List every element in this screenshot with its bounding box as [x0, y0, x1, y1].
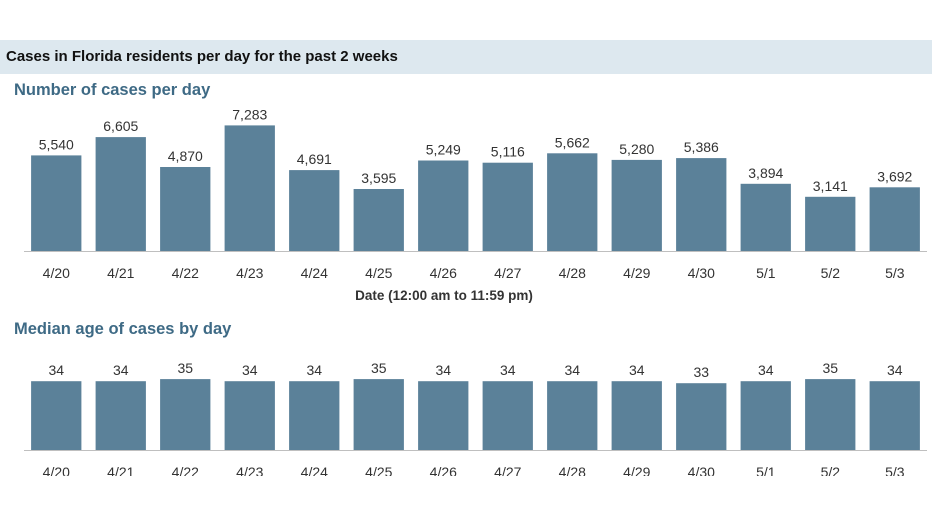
cases-tick-label: 4/30 [688, 265, 715, 281]
cases-value-label: 4,870 [168, 148, 203, 164]
median-age-bar [482, 381, 533, 450]
cases-bar [160, 167, 211, 251]
cases-value-label: 5,116 [491, 144, 525, 160]
cases-value-label: 5,280 [619, 141, 654, 157]
cases-value-label: 4,691 [297, 151, 332, 167]
median-age-value-label: 34 [887, 362, 903, 378]
cases-value-label: 7,283 [232, 110, 267, 122]
cases-value-label: 3,692 [877, 168, 912, 184]
cases-value-label: 6,605 [103, 118, 138, 134]
median-age-value-label: 34 [565, 362, 581, 378]
median-age-tick-label: 4/25 [365, 464, 392, 476]
cases-value-label: 5,386 [684, 139, 719, 155]
cases-value-label: 5,540 [39, 136, 74, 152]
cases-tick-label: 4/26 [430, 265, 457, 281]
cases-bar [95, 137, 146, 251]
cases-bar [547, 153, 598, 251]
median-age-tick-label: 4/29 [623, 464, 650, 476]
cases-tick-label: 5/3 [885, 265, 905, 281]
median-age-value-label: 34 [500, 362, 516, 378]
median-age-tick-label: 4/24 [301, 464, 328, 476]
cases-tick-label: 4/23 [236, 265, 263, 281]
cases-tick-label: 4/27 [494, 265, 521, 281]
median-age-value-label: 33 [694, 364, 710, 380]
median-age-bar-chart: 34 4/20 34 4/21 35 4/22 34 4/23 34 4/24 35 4/25 34 4/… [24, 360, 927, 476]
median-age-bar [31, 381, 82, 450]
median-age-tick-label: 4/26 [430, 464, 457, 476]
median-age-tick-label: 5/2 [821, 464, 841, 476]
median-age-value-label: 34 [113, 362, 129, 378]
cases-tick-label: 5/1 [756, 265, 776, 281]
cases-bar [289, 170, 340, 251]
cases-bar [482, 162, 533, 251]
cases-bar [224, 125, 275, 251]
median-age-value-label: 35 [823, 360, 839, 376]
cases-bar [869, 187, 920, 251]
cases-tick-label: 4/29 [623, 265, 650, 281]
median-age-bar [547, 381, 598, 450]
cases-value-label: 3,894 [748, 165, 783, 181]
cases-tick-label: 4/28 [559, 265, 586, 281]
cases-tick-label: 4/22 [172, 265, 199, 281]
median-age-value-label: 34 [49, 362, 65, 378]
cases-bar [31, 155, 82, 251]
cases-bar [611, 159, 662, 251]
cases-value-label: 5,249 [426, 142, 461, 158]
median-age-bar [740, 381, 791, 450]
median-age-tick-label: 4/27 [494, 464, 521, 476]
cases-chart-title: Number of cases per day [14, 81, 211, 99]
cases-tick-label: 4/21 [107, 265, 134, 281]
cases-value-label: 5,662 [555, 134, 590, 150]
median-age-value-label: 34 [242, 362, 258, 378]
median-age-tick-label: 5/1 [756, 464, 776, 476]
cases-value-label: 3,141 [813, 178, 848, 194]
median-age-tick-label: 4/23 [236, 464, 263, 476]
median-age-value-label: 34 [758, 362, 774, 378]
median-age-bar [676, 383, 727, 450]
median-age-bar [160, 379, 211, 450]
cases-chart-x-axis-label: Date (12:00 am to 11:59 pm) [355, 288, 533, 303]
cases-tick-label: 4/25 [365, 265, 392, 281]
median-age-tick-label: 5/3 [885, 464, 905, 476]
cases-tick-label: 4/24 [301, 265, 328, 281]
median-age-tick-label: 4/30 [688, 464, 715, 476]
cases-bar [418, 160, 469, 251]
median-age-tick-label: 4/20 [43, 464, 70, 476]
median-age-chart-title: Median age of cases by day [14, 320, 232, 338]
median-age-bar [353, 379, 404, 450]
cases-bar [805, 196, 856, 251]
median-age-bar [289, 381, 340, 450]
cases-tick-label: 4/20 [43, 265, 70, 281]
cases-bar-chart: 5,540 4/20 6,605 4/21 4,870 4/22 7,283 4/23 4,69… [24, 110, 927, 281]
median-age-tick-label: 4/21 [107, 464, 134, 476]
cases-bar [740, 183, 791, 251]
page-title: Cases in Florida residents per day for t… [6, 48, 398, 65]
median-age-value-label: 34 [629, 362, 645, 378]
median-age-bar [224, 381, 275, 450]
median-age-value-label: 35 [371, 360, 387, 376]
median-age-tick-label: 4/28 [559, 464, 586, 476]
median-age-bar [869, 381, 920, 450]
cases-value-label: 3,595 [361, 170, 396, 186]
median-age-bar [611, 381, 662, 450]
title-banner: Cases in Florida residents per day for t… [0, 40, 932, 74]
median-age-bar [805, 379, 856, 450]
cases-bar [353, 189, 404, 251]
median-age-bar [95, 381, 146, 450]
median-age-value-label: 34 [307, 362, 323, 378]
median-age-value-label: 34 [436, 362, 452, 378]
median-age-tick-label: 4/22 [172, 464, 199, 476]
median-age-bar [418, 381, 469, 450]
cases-bar [676, 158, 727, 251]
cases-tick-label: 5/2 [821, 265, 841, 281]
median-age-value-label: 35 [178, 360, 194, 376]
